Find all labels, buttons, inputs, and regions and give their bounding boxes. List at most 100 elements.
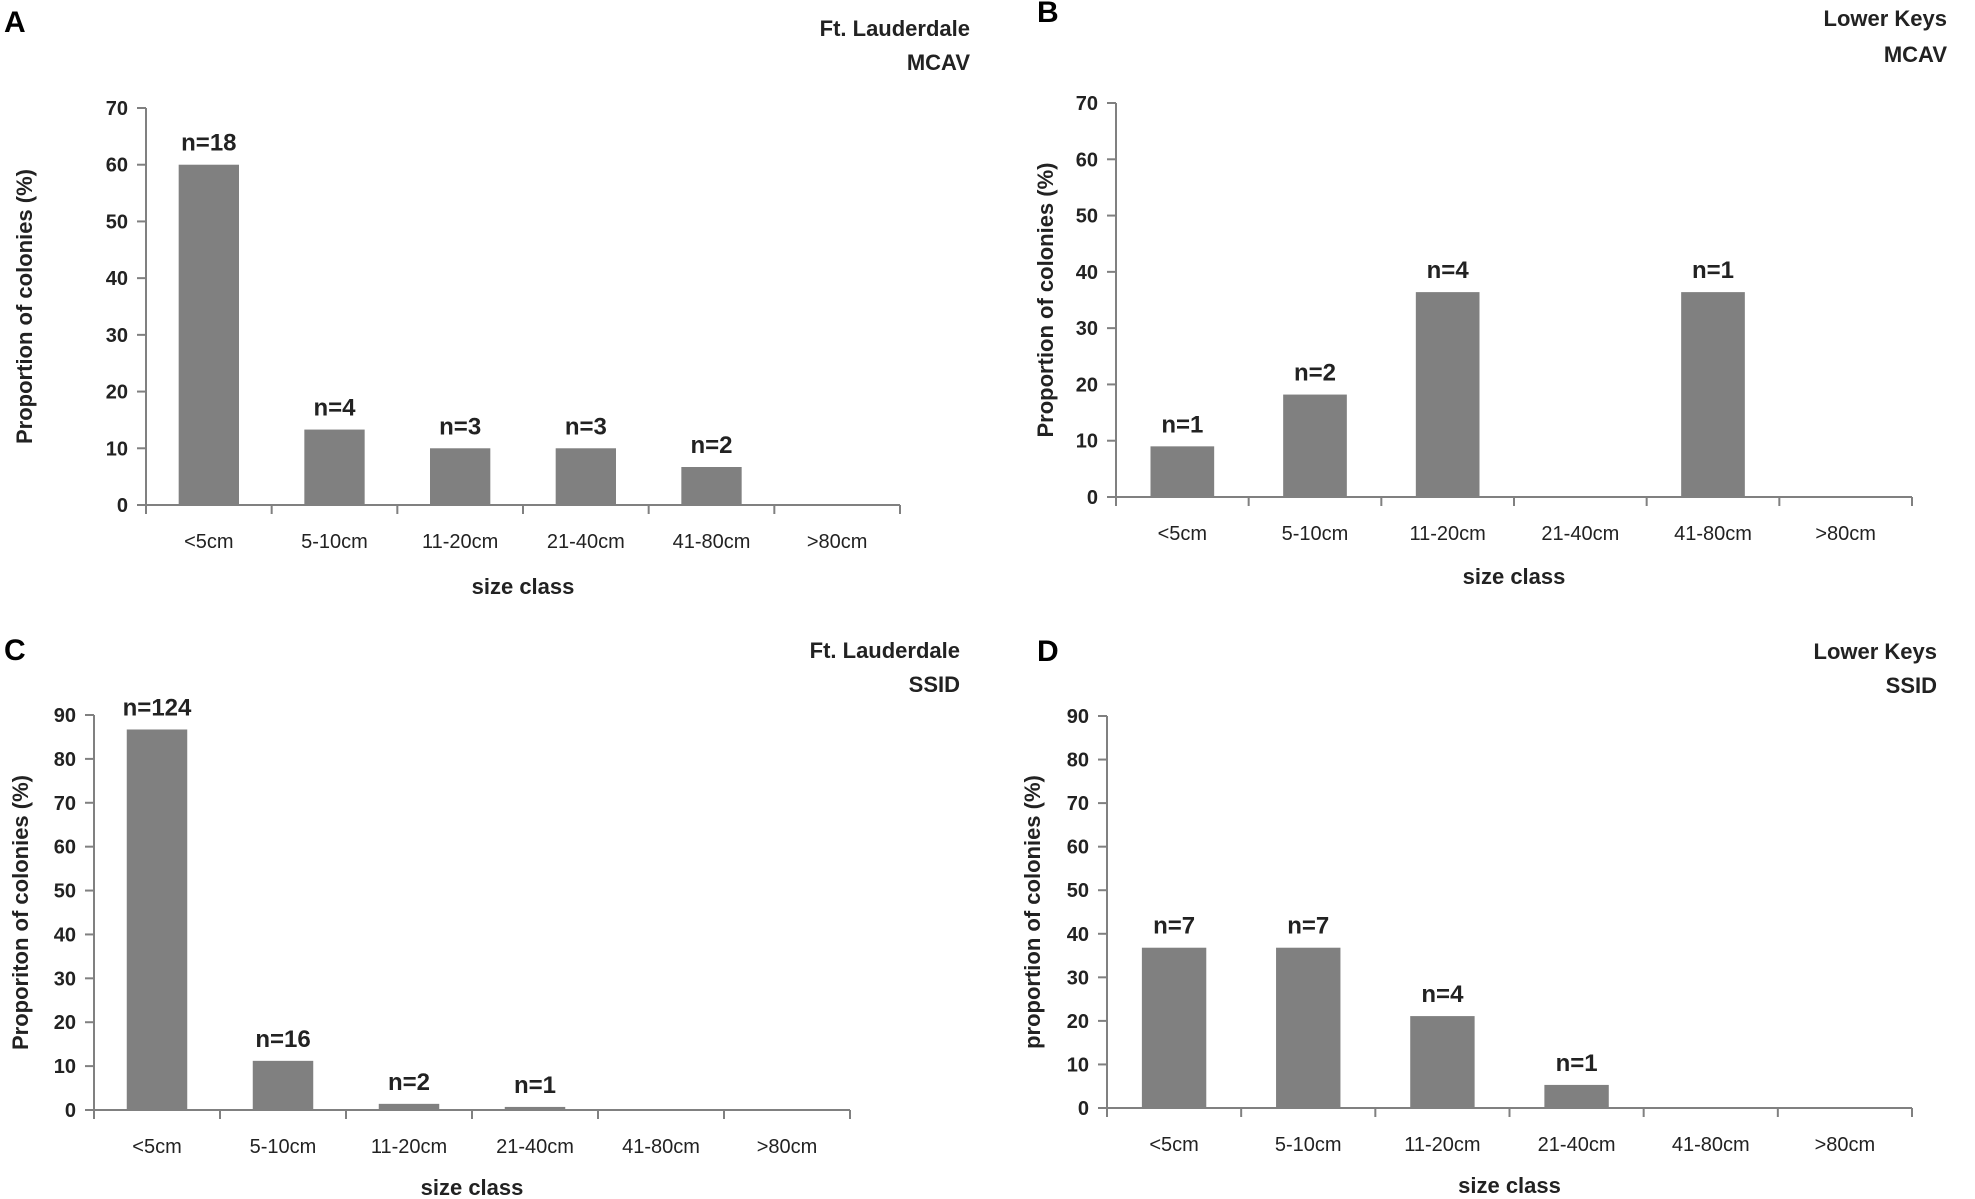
panel-c-ytick-label: 60 (54, 837, 76, 859)
panel-b-bar-5 (1681, 292, 1745, 497)
panel-c-category-label-2: 5-10cm (250, 1136, 317, 1158)
panel-d-title-line-1: Lower Keys (1814, 639, 1938, 664)
panel-a-ytick-label: 20 (106, 382, 128, 404)
panel-a-category-label-3: 11-20cm (422, 531, 498, 553)
panel-a-bar-4 (555, 448, 616, 505)
panel-c-category-label-3: 11-20cm (371, 1136, 447, 1158)
panel-c-title-line-1: Ft. Lauderdale (810, 638, 960, 663)
panel-c-bar-4 (504, 1106, 566, 1110)
panel-d-ytick-label: 70 (1067, 793, 1089, 815)
panel-c-ytick-label: 90 (54, 705, 76, 727)
panel-c-category-label-6: >80cm (757, 1136, 818, 1158)
panel-a-bar-3 (430, 448, 491, 505)
panel-b-ytick-label: 70 (1076, 93, 1098, 115)
panel-c-category-label-4: 21-40cm (496, 1136, 574, 1158)
panel-b-bar-3 (1415, 292, 1480, 497)
panel-b-title-line-2: MCAV (1884, 42, 1947, 67)
panel-a-ytick-label: 70 (106, 98, 128, 120)
panel-d-bar-1 (1141, 947, 1207, 1108)
panel-a-ytick-label: 0 (117, 495, 128, 517)
panel-d-bar-2 (1276, 947, 1341, 1108)
panel-c-ytick-label: 0 (65, 1100, 76, 1122)
panel-b-bar-2 (1283, 394, 1347, 497)
panel-a-bar-5 (681, 467, 742, 505)
panel-b-ytick-label: 10 (1076, 431, 1098, 453)
panel-a-bar-label-3: n=3 (439, 413, 481, 440)
panel-d-bar-label-3: n=4 (1421, 981, 1464, 1008)
panel-d-ytick-label: 0 (1078, 1098, 1089, 1120)
panel-b-bar-1 (1150, 446, 1215, 497)
panel-d-ytick-label: 10 (1067, 1054, 1089, 1076)
panel-b-ytick-label: 50 (1076, 206, 1098, 228)
panel-b-title-line-1: Lower Keys (1824, 6, 1948, 31)
panel-c-ytick-label: 30 (54, 968, 76, 990)
panel-d-category-label-4: 21-40cm (1538, 1134, 1616, 1156)
panel-b-ytick-label: 20 (1076, 374, 1098, 396)
panel-b-bar-label-5: n=1 (1692, 257, 1734, 284)
panel-d-category-label-6: >80cm (1815, 1134, 1876, 1156)
panel-b-ytick-label: 30 (1076, 318, 1098, 340)
panel-d-category-label-2: 5-10cm (1275, 1134, 1342, 1156)
panel-a-ytick-label: 30 (106, 325, 128, 347)
panel-c-bar-label-2: n=16 (255, 1026, 310, 1053)
panel-a-bar-label-4: n=3 (565, 413, 607, 440)
panel-b-category-label-5: 41-80cm (1674, 523, 1752, 545)
panel-a-bar-label-5: n=2 (690, 432, 732, 459)
panel-b-category-label-2: 5-10cm (1282, 523, 1349, 545)
panel-a-ytick-label: 10 (106, 438, 128, 460)
panel-c-ytick-label: 80 (54, 749, 76, 771)
panel-d-ytick-label: 80 (1067, 750, 1089, 772)
panel-d-category-label-1: <5cm (1149, 1134, 1198, 1156)
panel-c-bar-1 (126, 729, 188, 1110)
panel-a-bar-1 (178, 164, 239, 505)
panel-d-bar-label-4: n=1 (1556, 1050, 1598, 1077)
panel-d-ytick-label: 90 (1067, 706, 1089, 728)
panel-a-category-label-5: 41-80cm (673, 531, 751, 553)
panel-b-bar-label-2: n=2 (1294, 360, 1336, 387)
panel-d-ytick-label: 60 (1067, 837, 1089, 859)
panel-c-ytick-label: 70 (54, 793, 76, 815)
panel-a-ytick-label: 40 (106, 268, 128, 290)
panel-b-letter: B (1037, 0, 1059, 29)
panel-d-letter: D (1037, 635, 1059, 668)
panel-a-bar-label-2: n=4 (313, 395, 356, 422)
panel-b-bar-label-3: n=4 (1427, 257, 1470, 284)
panel-c-bar-2 (252, 1060, 314, 1110)
panel-a-ytick-label: 60 (106, 155, 128, 177)
panel-c-ytick-label: 50 (54, 881, 76, 903)
panel-d-title-line-2: SSID (1886, 673, 1937, 698)
panel-a-category-label-6: >80cm (807, 531, 868, 553)
panel-b-category-label-1: <5cm (1158, 523, 1207, 545)
panel-c-bar-label-1: n=124 (123, 694, 192, 721)
panel-a-bar-2 (304, 429, 365, 505)
panel-c-category-label-1: <5cm (132, 1136, 181, 1158)
panel-c-ytick-label: 40 (54, 924, 76, 946)
panel-d-category-label-3: 11-20cm (1404, 1134, 1480, 1156)
panel-c-ytick-label: 20 (54, 1012, 76, 1034)
panel-b-x-axis-title: size class (1463, 564, 1566, 589)
panel-a-category-label-4: 21-40cm (547, 531, 625, 553)
panel-a-title-line-1: Ft. Lauderdale (820, 16, 970, 41)
panel-c-y-axis-title: Proporiton of colonies (%) (8, 775, 33, 1050)
panel-d-ytick-label: 50 (1067, 880, 1089, 902)
panel-c-bar-3 (378, 1103, 440, 1110)
panel-b-bar-label-1: n=1 (1161, 411, 1203, 438)
panel-b-ytick-label: 40 (1076, 262, 1098, 284)
panel-d-ytick-label: 30 (1067, 967, 1089, 989)
panel-c-title-line-2: SSID (909, 672, 960, 697)
panel-d-ytick-label: 20 (1067, 1011, 1089, 1033)
panel-a-bar-label-1: n=18 (181, 130, 236, 157)
panel-d-y-axis-title: proportion of colonies (%) (1020, 775, 1045, 1049)
panel-c-x-axis-title: size class (421, 1175, 524, 1199)
panel-a-letter: A (4, 6, 26, 39)
panel-d-bar-label-1: n=7 (1153, 913, 1195, 940)
panel-a-category-label-1: <5cm (184, 531, 233, 553)
panel-c-letter: C (4, 634, 26, 667)
panel-b-category-label-3: 11-20cm (1410, 523, 1486, 545)
panel-a-ytick-label: 50 (106, 211, 128, 233)
panel-b-category-label-6: >80cm (1815, 523, 1876, 545)
panel-d-ytick-label: 40 (1067, 924, 1089, 946)
panel-c-bar-label-4: n=1 (514, 1072, 556, 1099)
panel-a-x-axis-title: size class (472, 574, 575, 599)
